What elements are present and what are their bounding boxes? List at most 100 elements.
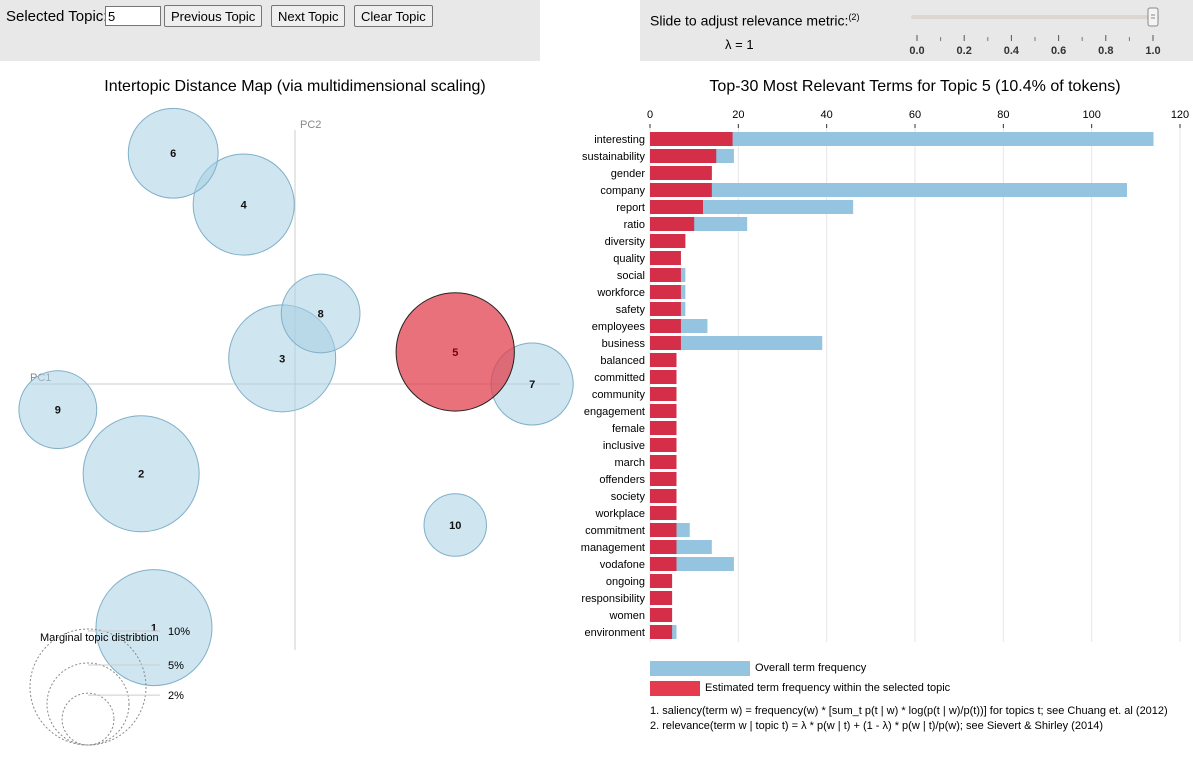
topic-circle-6[interactable] (127, 107, 219, 199)
topic-circle-10[interactable] (423, 493, 487, 557)
topic-bar-sustainability[interactable] (650, 149, 717, 163)
term-label-offenders[interactable]: offenders (599, 474, 645, 486)
overall-bar-environment[interactable] (650, 625, 677, 639)
term-label-workforce[interactable]: workforce (596, 287, 645, 299)
overall-bar-female[interactable] (650, 421, 677, 435)
topic-bar-diversity[interactable] (650, 234, 686, 248)
topic-circle-1[interactable] (95, 569, 213, 687)
term-label-ongoing[interactable]: ongoing (606, 576, 645, 588)
overall-bar-ongoing[interactable] (650, 574, 673, 588)
term-label-environment[interactable]: environment (584, 627, 645, 639)
topic-bar-company[interactable] (650, 183, 712, 197)
term-label-management[interactable]: management (581, 542, 645, 554)
overall-bar-sustainability[interactable] (650, 149, 734, 163)
overall-bar-management[interactable] (650, 540, 712, 554)
overall-bar-engagement[interactable] (650, 404, 677, 418)
relevance-slider[interactable]: 0.0 0.2 0.4 0.6 0.8 1.0 (640, 0, 1193, 61)
overall-bar-women[interactable] (650, 608, 673, 622)
topic-bar-workforce[interactable] (650, 285, 681, 299)
topic-bar-society[interactable] (650, 489, 677, 503)
overall-bar-business[interactable] (650, 336, 823, 350)
topic-circle-3[interactable] (228, 304, 337, 413)
term-label-march[interactable]: march (614, 457, 645, 469)
term-label-engagement[interactable]: engagement (584, 406, 645, 418)
overall-bar-ratio[interactable] (650, 217, 748, 231)
term-label-social[interactable]: social (617, 270, 645, 282)
term-label-women[interactable]: women (609, 610, 645, 622)
term-label-commitment[interactable]: commitment (585, 525, 645, 537)
topic-bar-engagement[interactable] (650, 404, 677, 418)
clear-topic-button[interactable]: Clear Topic (354, 5, 433, 27)
overall-bar-community[interactable] (650, 387, 677, 401)
term-label-report[interactable]: report (616, 202, 645, 214)
overall-bar-diversity[interactable] (650, 234, 686, 248)
overall-bar-report[interactable] (650, 200, 854, 214)
overall-bar-inclusive[interactable] (650, 438, 677, 452)
term-label-business[interactable]: business (602, 338, 646, 350)
topic-bar-commitment[interactable] (650, 523, 677, 537)
topic-circle-8[interactable] (280, 273, 361, 354)
topic-bar-inclusive[interactable] (650, 438, 677, 452)
slider-track[interactable] (911, 15, 1159, 19)
term-label-sustainability[interactable]: sustainability (582, 151, 645, 163)
topic-bar-march[interactable] (650, 455, 677, 469)
topic-bar-social[interactable] (650, 268, 681, 282)
term-label-society[interactable]: society (611, 491, 646, 503)
overall-bar-offenders[interactable] (650, 472, 677, 486)
term-label-safety[interactable]: safety (616, 304, 646, 316)
overall-bar-society[interactable] (650, 489, 677, 503)
overall-bar-responsibility[interactable] (650, 591, 673, 605)
term-label-gender[interactable]: gender (611, 168, 646, 180)
overall-bar-safety[interactable] (650, 302, 686, 316)
overall-bar-vodafone[interactable] (650, 557, 734, 571)
term-label-vodafone[interactable]: vodafone (600, 559, 645, 571)
term-label-company[interactable]: company (600, 185, 645, 197)
overall-bar-social[interactable] (650, 268, 686, 282)
previous-topic-button[interactable]: Previous Topic (164, 5, 263, 27)
topic-bar-workplace[interactable] (650, 506, 677, 520)
term-label-balanced[interactable]: balanced (600, 355, 645, 367)
term-label-inclusive[interactable]: inclusive (603, 440, 645, 452)
overall-bar-commitment[interactable] (650, 523, 690, 537)
overall-bar-committed[interactable] (650, 370, 677, 384)
overall-bar-workplace[interactable] (650, 506, 677, 520)
topic-bar-ongoing[interactable] (650, 574, 673, 588)
overall-bar-employees[interactable] (650, 319, 708, 333)
topic-circle-2[interactable] (82, 415, 200, 533)
overall-bar-quality[interactable] (650, 251, 681, 265)
overall-bar-gender[interactable] (650, 166, 712, 180)
term-label-committed[interactable]: committed (594, 372, 645, 384)
topic-bar-vodafone[interactable] (650, 557, 677, 571)
topic-bar-safety[interactable] (650, 302, 681, 316)
topic-bar-offenders[interactable] (650, 472, 677, 486)
topic-circle-9[interactable] (18, 370, 98, 450)
term-label-workplace[interactable]: workplace (594, 508, 645, 520)
topic-bar-female[interactable] (650, 421, 677, 435)
topic-bar-employees[interactable] (650, 319, 681, 333)
overall-bar-company[interactable] (650, 183, 1127, 197)
term-label-female[interactable]: female (612, 423, 645, 435)
topic-bar-community[interactable] (650, 387, 677, 401)
term-label-quality[interactable]: quality (613, 253, 645, 265)
topic-bar-ratio[interactable] (650, 217, 695, 231)
topic-circle-7[interactable] (490, 342, 574, 426)
term-label-community[interactable]: community (592, 389, 646, 401)
term-label-ratio[interactable]: ratio (624, 219, 645, 231)
topic-bar-management[interactable] (650, 540, 677, 554)
topic-circle-4[interactable] (192, 153, 295, 256)
topic-bar-responsibility[interactable] (650, 591, 673, 605)
topic-bar-environment[interactable] (650, 625, 673, 639)
topic-bar-business[interactable] (650, 336, 681, 350)
term-label-diversity[interactable]: diversity (605, 236, 646, 248)
topic-bar-quality[interactable] (650, 251, 681, 265)
term-label-employees[interactable]: employees (592, 321, 646, 333)
topic-bar-committed[interactable] (650, 370, 677, 384)
term-label-interesting[interactable]: interesting (594, 134, 645, 146)
term-label-responsibility[interactable]: responsibility (581, 593, 645, 605)
selected-topic-input[interactable] (105, 6, 161, 26)
overall-bar-balanced[interactable] (650, 353, 677, 367)
overall-bar-workforce[interactable] (650, 285, 686, 299)
overall-bar-march[interactable] (650, 455, 677, 469)
topic-bar-gender[interactable] (650, 166, 712, 180)
next-topic-button[interactable]: Next Topic (271, 5, 346, 27)
